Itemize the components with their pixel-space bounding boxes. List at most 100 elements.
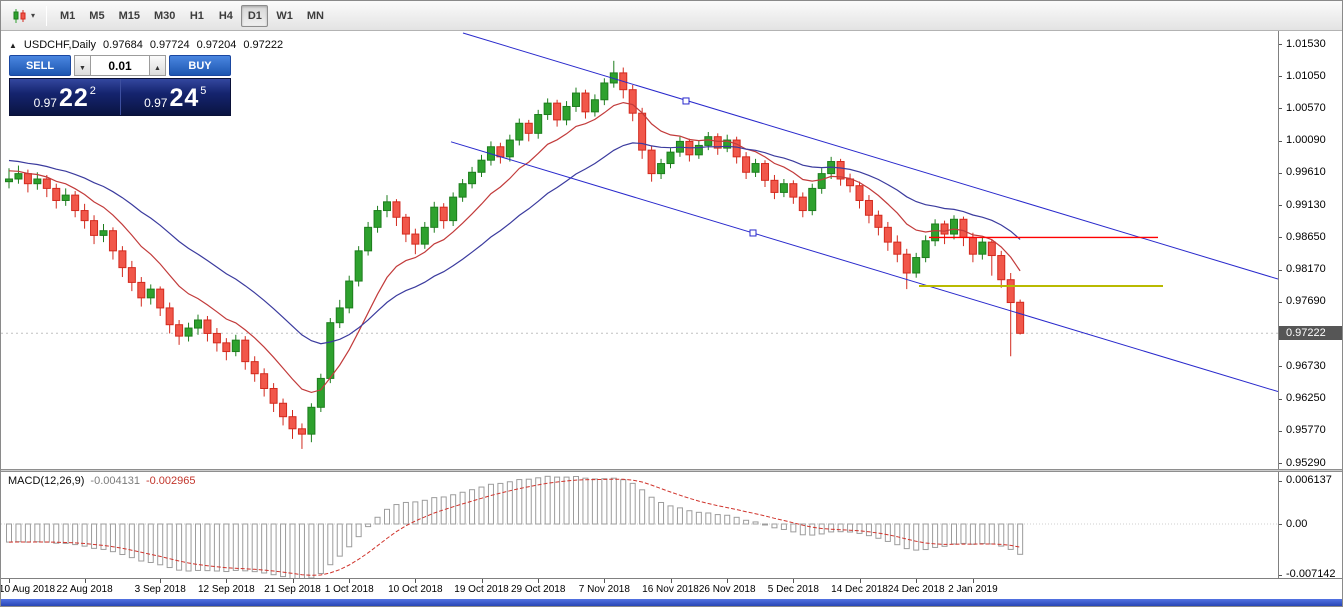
time-axis-tick xyxy=(973,579,974,583)
price-axis-label: 0.98170 xyxy=(1286,263,1326,276)
time-axis-tick xyxy=(671,579,672,583)
macd-axis-tick xyxy=(1279,481,1282,482)
price-axis-tick xyxy=(1279,108,1282,109)
mt4-terminal-window: ▾ M1M5M15M30H1H4D1W1MN ▲ USDCHF,Daily 0.… xyxy=(0,0,1343,607)
time-axis-label: 12 Sep 2018 xyxy=(198,584,255,595)
sell-price-prefix: 0.97 xyxy=(34,97,57,111)
price-axis-label: 0.96730 xyxy=(1286,360,1326,373)
price-axis-label: 1.01050 xyxy=(1286,70,1326,83)
time-axis-tick xyxy=(226,579,227,583)
ohlc-close-value: 0.97222 xyxy=(243,39,283,51)
price-axis-tick xyxy=(1279,366,1282,367)
time-axis-label: 5 Dec 2018 xyxy=(768,584,819,595)
price-axis[interactable]: 0.97222 1.015301.010501.005701.000900.99… xyxy=(1278,31,1343,469)
time-axis[interactable]: 10 Aug 201822 Aug 20183 Sep 201812 Sep 2… xyxy=(1,578,1343,599)
current-price-badge: 0.97222 xyxy=(1279,326,1343,340)
one-click-collapse-icon[interactable]: ▲ xyxy=(9,41,17,50)
ohlc-low-value: 0.97204 xyxy=(197,39,237,51)
chevron-down-icon: ▾ xyxy=(31,12,35,20)
macd-axis-tick xyxy=(1279,524,1282,525)
time-axis-tick xyxy=(727,579,728,583)
price-axis-label: 1.01530 xyxy=(1286,38,1326,51)
time-axis-tick xyxy=(604,579,605,583)
time-axis-tick xyxy=(916,579,917,583)
timeframe-button-h1[interactable]: H1 xyxy=(183,5,210,27)
price-axis-label: 0.98650 xyxy=(1286,231,1326,244)
timeframe-button-m5[interactable]: M5 xyxy=(83,5,110,27)
price-axis-tick xyxy=(1279,76,1282,77)
buy-button[interactable]: BUY xyxy=(169,55,231,76)
macd-pane[interactable]: MACD(12,26,9) -0.004131 -0.002965 xyxy=(1,472,1278,578)
price-axis-label: 0.99130 xyxy=(1286,199,1326,212)
chart-header: ▲ USDCHF,Daily 0.97684 0.97724 0.97204 0… xyxy=(9,39,283,51)
time-axis-tick xyxy=(349,579,350,583)
time-axis-tick xyxy=(538,579,539,583)
time-axis-tick xyxy=(85,579,86,583)
timeframe-button-mn[interactable]: MN xyxy=(301,5,330,27)
time-axis-tick xyxy=(415,579,416,583)
price-axis-tick xyxy=(1279,173,1282,174)
price-axis-tick xyxy=(1279,302,1282,303)
buy-price[interactable]: 0.97245 xyxy=(121,79,231,115)
macd-axis: 0.0061370.00-0.007142 xyxy=(1278,472,1343,578)
time-axis-label: 19 Oct 2018 xyxy=(454,584,508,595)
candlestick-chart-icon xyxy=(12,8,28,24)
price-axis-tick xyxy=(1279,237,1282,238)
price-axis-tick xyxy=(1279,205,1282,206)
price-axis-label: 0.95290 xyxy=(1286,457,1326,470)
one-click-controls: SELL ▼ 0.01 ▲ BUY xyxy=(9,55,231,76)
price-axis-tick xyxy=(1279,399,1282,400)
macd-axis-label: 0.00 xyxy=(1286,518,1307,531)
timeframe-buttons: M1M5M15M30H1H4D1W1MN xyxy=(53,5,331,27)
time-axis-tick xyxy=(860,579,861,583)
toolbar: ▾ M1M5M15M30H1H4D1W1MN xyxy=(1,1,1342,31)
ohlc-open-value: 0.97684 xyxy=(103,39,143,51)
timeframe-button-m1[interactable]: M1 xyxy=(54,5,81,27)
macd-chart[interactable] xyxy=(1,472,1278,578)
time-axis-label: 26 Nov 2018 xyxy=(699,584,756,595)
price-axis-label: 1.00090 xyxy=(1286,134,1326,147)
one-click-trading-panel: SELL ▼ 0.01 ▲ BUY 0.97222 0.97245 xyxy=(9,55,231,116)
timeframe-button-w1[interactable]: W1 xyxy=(270,5,299,27)
price-axis-tick xyxy=(1279,141,1282,142)
time-axis-label: 29 Oct 2018 xyxy=(511,584,565,595)
sell-price[interactable]: 0.97222 xyxy=(10,79,120,115)
time-axis-label: 1 Oct 2018 xyxy=(325,584,374,595)
time-axis-label: 14 Dec 2018 xyxy=(831,584,888,595)
symbol-period-label: USDCHF,Daily xyxy=(24,39,96,51)
chart-type-button[interactable]: ▾ xyxy=(7,5,40,27)
price-axis-tick xyxy=(1279,463,1282,464)
timeframe-button-m15[interactable]: M15 xyxy=(113,5,146,27)
time-axis-label: 16 Nov 2018 xyxy=(642,584,699,595)
price-axis-label: 0.96250 xyxy=(1286,392,1326,405)
price-axis-tick xyxy=(1279,431,1282,432)
sell-price-pip: 2 xyxy=(90,85,96,97)
price-axis-tick xyxy=(1279,270,1282,271)
timeframe-button-d1[interactable]: D1 xyxy=(241,5,268,27)
triangle-down-icon: ▼ xyxy=(79,65,86,72)
time-axis-tick xyxy=(793,579,794,583)
macd-axis-tick xyxy=(1279,575,1282,576)
price-axis-label: 0.95770 xyxy=(1286,424,1326,437)
toolbar-separator xyxy=(46,6,47,26)
price-axis-label: 0.97690 xyxy=(1286,295,1326,308)
chart-canvas[interactable]: ▲ USDCHF,Daily 0.97684 0.97724 0.97204 0… xyxy=(1,31,1278,469)
buy-price-prefix: 0.97 xyxy=(144,97,167,111)
buy-price-big: 24 xyxy=(169,86,199,111)
time-axis-label: 21 Sep 2018 xyxy=(264,584,321,595)
macd-signal-value: -0.002965 xyxy=(146,475,196,487)
volume-input[interactable]: 0.01 xyxy=(91,55,149,76)
volume-increase-button[interactable]: ▲ xyxy=(149,55,166,76)
sell-button[interactable]: SELL xyxy=(9,55,71,76)
time-axis-label: 10 Aug 2018 xyxy=(0,584,55,595)
time-axis-label: 10 Oct 2018 xyxy=(388,584,442,595)
timeframe-button-m30[interactable]: M30 xyxy=(148,5,181,27)
macd-title: MACD(12,26,9) xyxy=(8,475,84,487)
timeframe-button-h4[interactable]: H4 xyxy=(212,5,239,27)
macd-header: MACD(12,26,9) -0.004131 -0.002965 xyxy=(8,475,196,487)
time-axis-label: 7 Nov 2018 xyxy=(579,584,630,595)
time-axis-tick xyxy=(160,579,161,583)
macd-main-value: -0.004131 xyxy=(90,475,140,487)
volume-decrease-button[interactable]: ▼ xyxy=(74,55,91,76)
time-axis-tick xyxy=(293,579,294,583)
